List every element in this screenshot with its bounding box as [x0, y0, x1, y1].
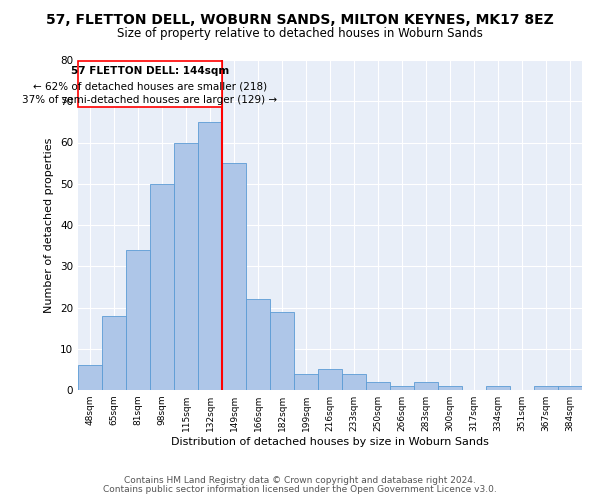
Bar — [294, 374, 318, 390]
Text: 57 FLETTON DELL: 144sqm: 57 FLETTON DELL: 144sqm — [71, 66, 229, 76]
Bar — [150, 184, 174, 390]
Y-axis label: Number of detached properties: Number of detached properties — [44, 138, 55, 312]
Bar — [318, 370, 342, 390]
Bar — [438, 386, 462, 390]
Text: Contains public sector information licensed under the Open Government Licence v3: Contains public sector information licen… — [103, 485, 497, 494]
Bar — [270, 312, 294, 390]
Bar — [222, 163, 246, 390]
X-axis label: Distribution of detached houses by size in Woburn Sands: Distribution of detached houses by size … — [171, 437, 489, 447]
Bar — [558, 386, 582, 390]
Bar — [390, 386, 414, 390]
Text: 57, FLETTON DELL, WOBURN SANDS, MILTON KEYNES, MK17 8EZ: 57, FLETTON DELL, WOBURN SANDS, MILTON K… — [46, 12, 554, 26]
Text: Contains HM Land Registry data © Crown copyright and database right 2024.: Contains HM Land Registry data © Crown c… — [124, 476, 476, 485]
Bar — [174, 142, 198, 390]
FancyBboxPatch shape — [78, 61, 222, 108]
Bar — [78, 365, 102, 390]
Bar — [534, 386, 558, 390]
Bar — [102, 316, 126, 390]
Bar — [126, 250, 150, 390]
Bar — [342, 374, 366, 390]
Bar — [198, 122, 222, 390]
Text: 37% of semi-detached houses are larger (129) →: 37% of semi-detached houses are larger (… — [22, 96, 278, 106]
Bar — [414, 382, 438, 390]
Bar — [486, 386, 510, 390]
Text: Size of property relative to detached houses in Woburn Sands: Size of property relative to detached ho… — [117, 28, 483, 40]
Bar — [366, 382, 390, 390]
Bar — [246, 299, 270, 390]
Text: ← 62% of detached houses are smaller (218): ← 62% of detached houses are smaller (21… — [33, 82, 267, 92]
